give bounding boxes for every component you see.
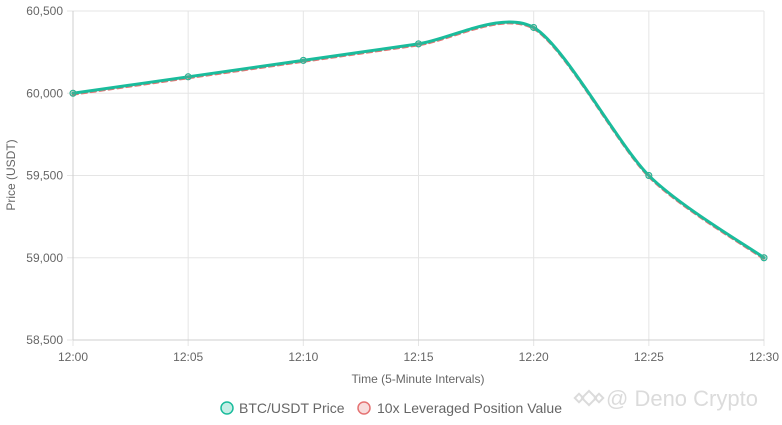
btc-price-point — [69, 89, 77, 97]
x-tick-label: 12:10 — [288, 350, 318, 364]
x-tick-label: 12:00 — [58, 350, 88, 364]
watermark: @ Deno Crypto — [573, 386, 758, 411]
btc-price-point — [415, 40, 422, 48]
y-tick-label: 59,000 — [26, 251, 63, 265]
x-tick-label: 12:20 — [519, 350, 549, 364]
btc-price-line — [71, 20, 766, 260]
legend-label-leveraged: 10x Leveraged Position Value — [377, 400, 562, 416]
binance-logo-icon — [573, 389, 605, 407]
legend-marker-leveraged — [357, 401, 371, 415]
x-tick-label: 12:30 — [749, 350, 779, 364]
btc-price-point — [760, 254, 768, 262]
x-tick-label: 12:25 — [634, 350, 664, 364]
legend-label-btc: BTC/USDT Price — [239, 400, 345, 416]
legend-marker-btc — [220, 401, 234, 415]
x-axis-title: Time (5-Minute Intervals) — [352, 372, 485, 386]
grid — [67, 10, 765, 346]
y-tick-label: 59,500 — [26, 169, 63, 183]
legend-item-btc[interactable]: BTC/USDT Price — [220, 400, 345, 416]
btc-price-point — [645, 172, 653, 179]
y-tick-label: 60,000 — [26, 86, 63, 100]
y-tick-label: 60,500 — [26, 4, 63, 18]
y-axis-title: Price (USDT) — [4, 139, 18, 210]
legend-item-leveraged[interactable]: 10x Leveraged Position Value — [357, 400, 562, 416]
series-area — [69, 20, 768, 262]
btc-price-point — [299, 56, 307, 64]
watermark-text: @ Deno Crypto — [606, 386, 758, 411]
y-tick-label: 58,500 — [26, 333, 63, 347]
legend: BTC/USDT Price 10x Leveraged Position Va… — [220, 400, 562, 416]
btc-price-point — [184, 73, 192, 81]
btc-price-point — [530, 23, 538, 31]
x-tick-label: 12:15 — [403, 350, 433, 364]
axes: 58,500 59,000 59,500 60,000 60,500 12:00 12:05… — [26, 4, 779, 364]
x-tick-label: 12:05 — [173, 350, 203, 364]
